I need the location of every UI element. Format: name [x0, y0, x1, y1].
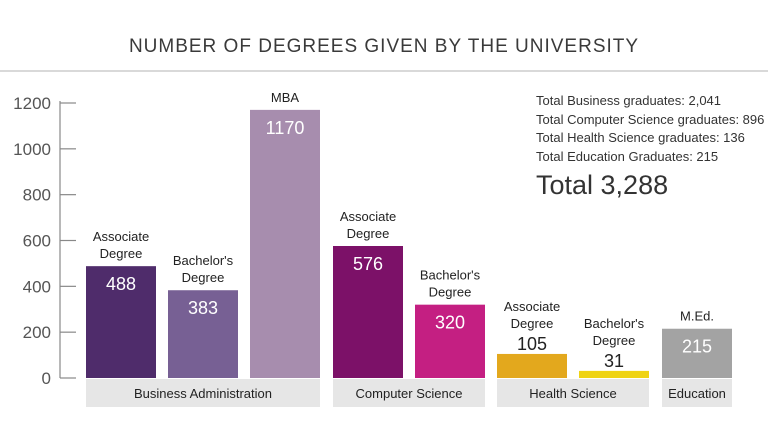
bar	[86, 266, 156, 378]
summary-business: Total Business graduates: 2,041	[536, 93, 722, 108]
bar-category-label: Bachelor's	[420, 268, 481, 283]
bar-value-label: 31	[604, 351, 624, 371]
bar-category-label: Degree	[182, 270, 225, 285]
y-tick-label: 200	[23, 323, 51, 342]
group-label: Business Administration	[134, 386, 272, 401]
bar	[168, 290, 238, 378]
bar-category-label: Bachelor's	[173, 253, 234, 268]
bar-category-label: Associate	[93, 229, 149, 244]
bar-value-label: 383	[188, 298, 218, 318]
bar-category-label: Degree	[593, 333, 636, 348]
group-label-band	[662, 379, 732, 407]
summary-computer-science: Total Computer Science graduates: 896	[536, 111, 765, 127]
bar-category-label: M.Ed.	[680, 309, 714, 324]
group-label: Health Science	[529, 386, 616, 401]
y-tick-label: 1200	[13, 94, 51, 113]
group-label-band	[333, 379, 485, 407]
bar-value-label: 576	[353, 254, 383, 274]
bar-category-label: Degree	[100, 246, 143, 261]
group-label-band	[497, 379, 649, 407]
summary-education: Total Education Graduates: 215	[536, 148, 719, 164]
chart-title: NUMBER OF DEGREES GIVEN BY THE UNIVERSIT…	[128, 36, 640, 57]
bar	[662, 328, 732, 378]
summary-panel: Total Business graduates: 2,041 Total Co…	[536, 92, 764, 202]
y-tick-label: 1000	[13, 140, 51, 159]
bar-value-label: 105	[517, 334, 547, 354]
bar-category-label: Associate	[504, 299, 560, 314]
bar-value-label: 488	[106, 274, 136, 294]
bar	[579, 370, 649, 378]
y-tick-label: 400	[23, 277, 51, 296]
bar-category-label: Degree	[511, 316, 554, 331]
y-tick-label: 600	[23, 232, 51, 251]
title-area: NUMBER OF DEGREES GIVEN BY THE UNIVERSIT…	[0, 0, 768, 72]
bar-category-label: MBA	[271, 90, 300, 105]
summary-health-science: Total Health Science graduates: 136	[536, 130, 745, 145]
bar	[497, 353, 567, 378]
bar-value-label: 215	[682, 337, 712, 357]
bar	[250, 109, 320, 378]
y-tick-label: 800	[23, 186, 51, 205]
y-tick-label: 0	[42, 369, 51, 388]
summary-total: Total 3,288	[536, 170, 669, 200]
bar-category-label: Degree	[347, 226, 390, 241]
group-label: Education	[668, 386, 726, 401]
bar-value-label: 1170	[266, 118, 305, 138]
bar-category-label: Associate	[340, 209, 396, 224]
bar-category-label: Bachelor's	[584, 316, 645, 331]
group-label: Computer Science	[356, 386, 463, 401]
bar	[415, 304, 485, 378]
bar-value-label: 320	[435, 313, 465, 333]
bar-category-label: Degree	[429, 285, 472, 300]
group-label-band	[86, 379, 320, 407]
bar	[333, 246, 403, 378]
